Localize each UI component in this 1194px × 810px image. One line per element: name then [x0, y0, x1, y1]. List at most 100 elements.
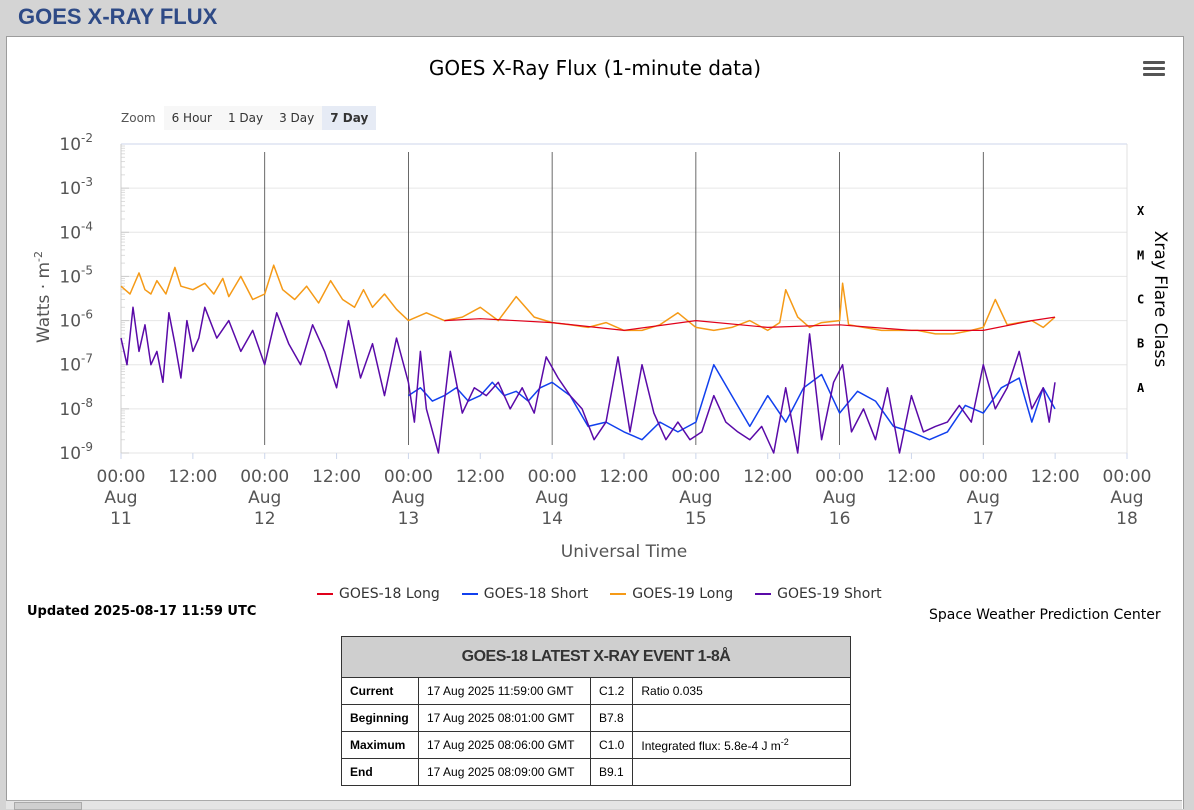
integrated-flux-text: Integrated flux: 5.8e-4 J m: [641, 739, 781, 753]
x-tick-label: Aug: [967, 488, 1000, 508]
flare-class-label: A: [1137, 381, 1145, 395]
x-tick-label: 16: [829, 509, 851, 529]
x-tick-label: 00:00: [815, 467, 864, 487]
legend-item-goes19-long[interactable]: GOES-19 Long: [610, 586, 733, 602]
menu-icon: [1143, 61, 1165, 64]
legend-item-goes18-short[interactable]: GOES-18 Short: [461, 586, 589, 602]
chart-panel: GOES X-Ray Flux (1-minute data) 10-2 10-3 1…: [6, 36, 1184, 809]
row-extra: [632, 704, 851, 732]
x-tick-label: Aug: [392, 488, 425, 508]
row-extra: Integrated flux: 5.8e-4 J m-2: [632, 731, 851, 759]
legend-label: GOES-18 Long: [339, 586, 440, 602]
plot-area: [121, 144, 1127, 453]
legend-item-goes19-short[interactable]: GOES-19 Short: [755, 586, 882, 602]
legend-label: GOES-18 Short: [483, 586, 589, 602]
y-tick-label: 10-4: [59, 219, 93, 243]
row-label: Current: [341, 677, 419, 705]
x-tick-label: 12:00: [168, 467, 217, 487]
legend-swatch: [755, 593, 772, 595]
x-tick-label: Aug: [248, 488, 281, 508]
x-tick-label: Aug: [536, 488, 569, 508]
x-tick-label: 12:00: [456, 467, 505, 487]
table-row: Current 17 Aug 2025 11:59:00 GMT C1.2 Ra…: [341, 677, 851, 705]
integrated-flux-exponent: -2: [780, 737, 789, 747]
chart-menu-button[interactable]: [1143, 61, 1165, 79]
y-tick-label: 10-7: [59, 352, 93, 376]
x-tick-label: 12:00: [600, 467, 649, 487]
flare-class-label: X: [1137, 204, 1145, 218]
x-tick-label: 15: [685, 509, 707, 529]
x-tick-label: 12:00: [312, 467, 361, 487]
row-time: 17 Aug 2025 08:06:00 GMT: [418, 731, 591, 759]
x-tick-label: Aug: [1110, 488, 1143, 508]
series-line-goes-18-long: [444, 316, 1056, 331]
chart-legend: GOES-18 Long GOES-18 Short GOES-19 Long …: [317, 586, 904, 602]
x-tick-label: 14: [541, 509, 563, 529]
y-tick-label: 10-3: [59, 175, 93, 199]
x-tick-label: Aug: [104, 488, 137, 508]
series-line-goes-18-short: [407, 363, 1056, 441]
credit-text: Space Weather Prediction Center: [929, 607, 1161, 623]
x-tick-label: 12:00: [743, 467, 792, 487]
x-tick-label: 00:00: [671, 467, 720, 487]
x-tick-label: Aug: [823, 488, 856, 508]
legend-item-goes18-long[interactable]: GOES-18 Long: [317, 586, 440, 602]
flare-class-label: M: [1137, 248, 1144, 262]
scrollbar-thumb[interactable]: [14, 802, 82, 810]
zoom-1-day-button[interactable]: 1 Day: [219, 106, 272, 130]
x-tick-label: 00:00: [97, 467, 146, 487]
legend-label: GOES-19 Long: [632, 586, 734, 602]
row-time: 17 Aug 2025 08:01:00 GMT: [418, 704, 591, 732]
flare-class-label: B: [1137, 337, 1144, 351]
legend-swatch: [610, 593, 627, 595]
series-line-goes-19-short: [120, 306, 1056, 454]
zoom-label: Zoom: [121, 111, 156, 125]
zoom-3-day-button[interactable]: 3 Day: [271, 106, 323, 130]
row-class: B9.1: [589, 758, 634, 786]
legend-label: GOES-19 Short: [777, 586, 882, 602]
row-extra: [632, 758, 851, 786]
row-class: B7.8: [589, 704, 634, 732]
row-label: Beginning: [341, 704, 419, 732]
y-tick-label: 10-2: [59, 131, 93, 155]
row-class: C1.0: [589, 731, 634, 759]
x-tick-label: 12:00: [887, 467, 936, 487]
row-extra: Ratio 0.035: [632, 677, 851, 705]
row-class: C1.2: [589, 677, 634, 705]
y2-axis-title: Xray Flare Class: [1150, 231, 1170, 368]
zoom-controls: Zoom 6 Hour 1 Day 3 Day 7 Day: [121, 106, 377, 130]
row-time: 17 Aug 2025 11:59:00 GMT: [418, 677, 591, 705]
x-tick-label: 11: [110, 509, 132, 529]
row-time: 17 Aug 2025 08:09:00 GMT: [418, 758, 591, 786]
latest-event-table: GOES-18 LATEST X-RAY EVENT 1-8Å Current …: [341, 636, 851, 786]
x-tick-label: 17: [972, 509, 994, 529]
x-axis-title: Universal Time: [561, 542, 687, 562]
y-tick-label: 10-9: [59, 440, 93, 464]
series-line-goes-19-long: [120, 264, 1056, 335]
zoom-7-day-button[interactable]: 7 Day: [322, 106, 377, 130]
table-row: Beginning 17 Aug 2025 08:01:00 GMT B7.8: [341, 704, 851, 732]
x-tick-label: 18: [1116, 509, 1138, 529]
menu-icon: [1143, 67, 1165, 70]
y-tick-label: 10-8: [59, 396, 93, 420]
table-row: End 17 Aug 2025 08:09:00 GMT B9.1: [341, 758, 851, 786]
x-tick-label: 00:00: [959, 467, 1008, 487]
y-axis-title: Watts · m-2: [32, 251, 54, 343]
menu-icon: [1143, 73, 1165, 76]
x-tick-label: 12: [254, 509, 276, 529]
legend-swatch: [317, 593, 333, 595]
x-tick-label: 00:00: [384, 467, 433, 487]
flare-class-label: C: [1137, 293, 1144, 307]
page-title: GOES X-RAY FLUX: [18, 4, 218, 29]
updated-timestamp: Updated 2025-08-17 11:59 UTC: [27, 604, 257, 619]
row-label: Maximum: [341, 731, 419, 759]
row-label: End: [341, 758, 419, 786]
zoom-6-hour-button[interactable]: 6 Hour: [163, 106, 220, 130]
x-tick-label: Aug: [679, 488, 712, 508]
horizontal-scrollbar[interactable]: [6, 800, 1182, 809]
x-tick-label: 00:00: [528, 467, 577, 487]
x-tick-label: 00:00: [240, 467, 289, 487]
x-tick-label: 13: [398, 509, 420, 529]
x-tick-label: 00:00: [1103, 467, 1152, 487]
y-tick-label: 10-6: [59, 308, 93, 332]
